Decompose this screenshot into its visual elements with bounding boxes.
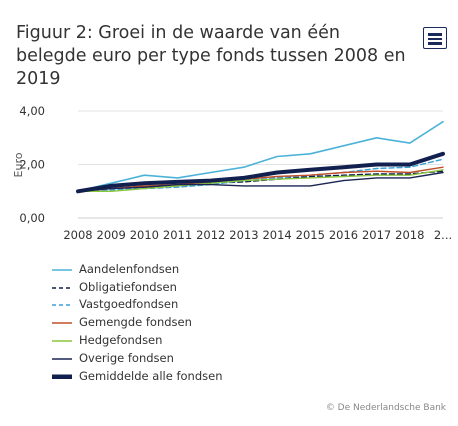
x-tick-label: 2011: [163, 228, 192, 242]
legend-item[interactable]: Gemengde fondsen: [52, 313, 222, 331]
legend-item[interactable]: Gemiddelde alle fondsen: [52, 367, 222, 385]
x-tick-label: 2...: [434, 228, 452, 242]
line-chart: 0,00 2,00 4,00 Euro 2008 2009 2010 2011 2012 2013…: [12, 104, 452, 242]
chart-legend: Aandelenfondsen Obligatiefondsen Vastgoedf…: [52, 260, 222, 385]
legend-swatch: [52, 322, 72, 325]
chart-title: Figuur 2: Groei in de waarde van één bel…: [16, 23, 406, 89]
legend-label: Vastgoedfondsen: [79, 297, 179, 312]
legend-label: Overige fondsen: [79, 350, 174, 365]
legend-swatch: [52, 358, 72, 360]
legend-item[interactable]: Aandelenfondsen: [52, 260, 222, 278]
x-tick-label: 2016: [329, 228, 358, 242]
legend-item[interactable]: Vastgoedfondsen: [52, 296, 222, 314]
legend-item[interactable]: Overige fondsen: [52, 349, 222, 367]
x-tick-label: 2012: [196, 228, 225, 242]
x-tick-label: 2010: [130, 228, 159, 242]
legend-label: Obligatiefondsen: [79, 279, 177, 294]
legend-swatch: [52, 269, 72, 271]
x-tick-label: 2013: [229, 228, 258, 242]
series-line: [77, 169, 444, 193]
x-tick-label: 2018: [395, 228, 424, 242]
x-tick-label: 2008: [63, 228, 92, 242]
legend-label: Aandelenfondsen: [79, 261, 180, 276]
x-tick-label: 2015: [296, 228, 325, 242]
x-tick-label: 2009: [97, 228, 126, 242]
legend-item[interactable]: Hedgefondsen: [52, 331, 222, 349]
legend-swatch: [52, 374, 72, 379]
credit-text: © De Nederlandsche Bank: [325, 403, 446, 413]
series-line: [77, 120, 444, 193]
x-tick-label: 2014: [262, 228, 291, 242]
series-line: [77, 171, 444, 193]
legend-item[interactable]: Obligatiefondsen: [52, 278, 222, 296]
legend-label: Gemengde fondsen: [79, 315, 192, 330]
hamburger-menu-icon[interactable]: [423, 27, 447, 49]
y-tick-label: 2,00: [19, 158, 45, 172]
legend-label: Gemiddelde alle fondsen: [79, 368, 223, 383]
legend-swatch: [52, 340, 72, 342]
series-line: [76, 151, 445, 194]
y-tick-label: 0,00: [19, 211, 45, 225]
x-tick-label: 2017: [362, 228, 391, 242]
legend-swatch: [52, 304, 72, 307]
y-axis-label: Euro: [12, 152, 25, 177]
legend-swatch: [52, 286, 72, 289]
series-line: [77, 166, 444, 193]
y-tick-label: 4,00: [19, 104, 45, 118]
legend-label: Hedgefondsen: [79, 333, 163, 348]
